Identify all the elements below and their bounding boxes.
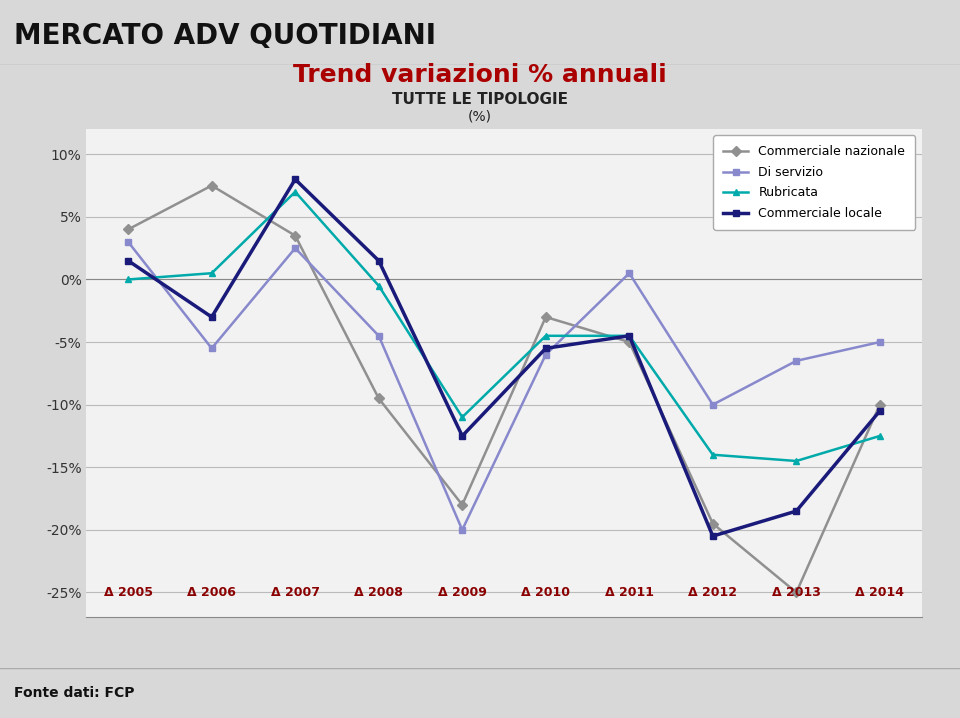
Text: Trend variazioni % annuali: Trend variazioni % annuali — [293, 63, 667, 88]
Commerciale nazionale — [205, 181, 217, 190]
Text: Fonte dati: FCP: Fonte dati: FCP — [14, 686, 135, 700]
Commerciale locale — [205, 313, 217, 322]
Line: Commerciale locale: Commerciale locale — [125, 176, 883, 540]
Commerciale locale — [457, 432, 468, 440]
Text: Δ 2014: Δ 2014 — [855, 586, 904, 599]
Commerciale nazionale — [874, 401, 885, 409]
Di servizio — [123, 238, 134, 246]
Text: Δ 2005: Δ 2005 — [104, 586, 153, 599]
Commerciale nazionale — [707, 519, 718, 528]
Di servizio — [290, 244, 301, 253]
Commerciale locale — [707, 532, 718, 541]
Rubricata — [205, 269, 217, 278]
Text: TUTTE LE TIPOLOGIE: TUTTE LE TIPOLOGIE — [392, 92, 568, 106]
Rubricata — [123, 275, 134, 284]
Rubricata — [707, 450, 718, 459]
Text: Δ 2009: Δ 2009 — [438, 586, 487, 599]
Rubricata — [874, 432, 885, 440]
Di servizio — [372, 332, 384, 340]
Text: MERCATO ADV QUOTIDIANI: MERCATO ADV QUOTIDIANI — [14, 22, 437, 50]
Commerciale nazionale — [372, 394, 384, 403]
Line: Rubricata: Rubricata — [125, 188, 883, 465]
Commerciale nazionale — [540, 313, 551, 322]
Line: Commerciale nazionale: Commerciale nazionale — [125, 182, 883, 596]
Di servizio — [457, 526, 468, 534]
Rubricata — [290, 187, 301, 196]
Di servizio — [874, 337, 885, 346]
Commerciale locale — [123, 256, 134, 265]
Commerciale locale — [372, 256, 384, 265]
Text: Δ 2010: Δ 2010 — [521, 586, 570, 599]
Text: (%): (%) — [468, 109, 492, 123]
Di servizio — [790, 357, 802, 365]
Rubricata — [540, 332, 551, 340]
Commerciale locale — [790, 507, 802, 516]
Commerciale nazionale — [790, 588, 802, 597]
Commerciale nazionale — [123, 225, 134, 233]
Di servizio — [205, 344, 217, 353]
Text: Δ 2007: Δ 2007 — [271, 586, 320, 599]
Rubricata — [624, 332, 636, 340]
Rubricata — [457, 413, 468, 421]
Di servizio — [707, 401, 718, 409]
Rubricata — [372, 281, 384, 290]
Text: Δ 2006: Δ 2006 — [187, 586, 236, 599]
Text: Δ 2011: Δ 2011 — [605, 586, 654, 599]
Di servizio — [540, 350, 551, 359]
Legend: Commerciale nazionale, Di servizio, Rubricata, Commerciale locale: Commerciale nazionale, Di servizio, Rubr… — [713, 136, 915, 230]
Di servizio — [624, 269, 636, 278]
Commerciale locale — [290, 175, 301, 184]
Rubricata — [790, 457, 802, 465]
Commerciale locale — [540, 344, 551, 353]
Text: Δ 2013: Δ 2013 — [772, 586, 821, 599]
Line: Di servizio: Di servizio — [125, 238, 883, 533]
Commerciale nazionale — [624, 337, 636, 346]
Commerciale locale — [624, 332, 636, 340]
Text: Δ 2012: Δ 2012 — [688, 586, 737, 599]
Commerciale locale — [874, 406, 885, 415]
Commerciale nazionale — [290, 231, 301, 240]
Commerciale nazionale — [457, 500, 468, 509]
Text: Δ 2008: Δ 2008 — [354, 586, 403, 599]
